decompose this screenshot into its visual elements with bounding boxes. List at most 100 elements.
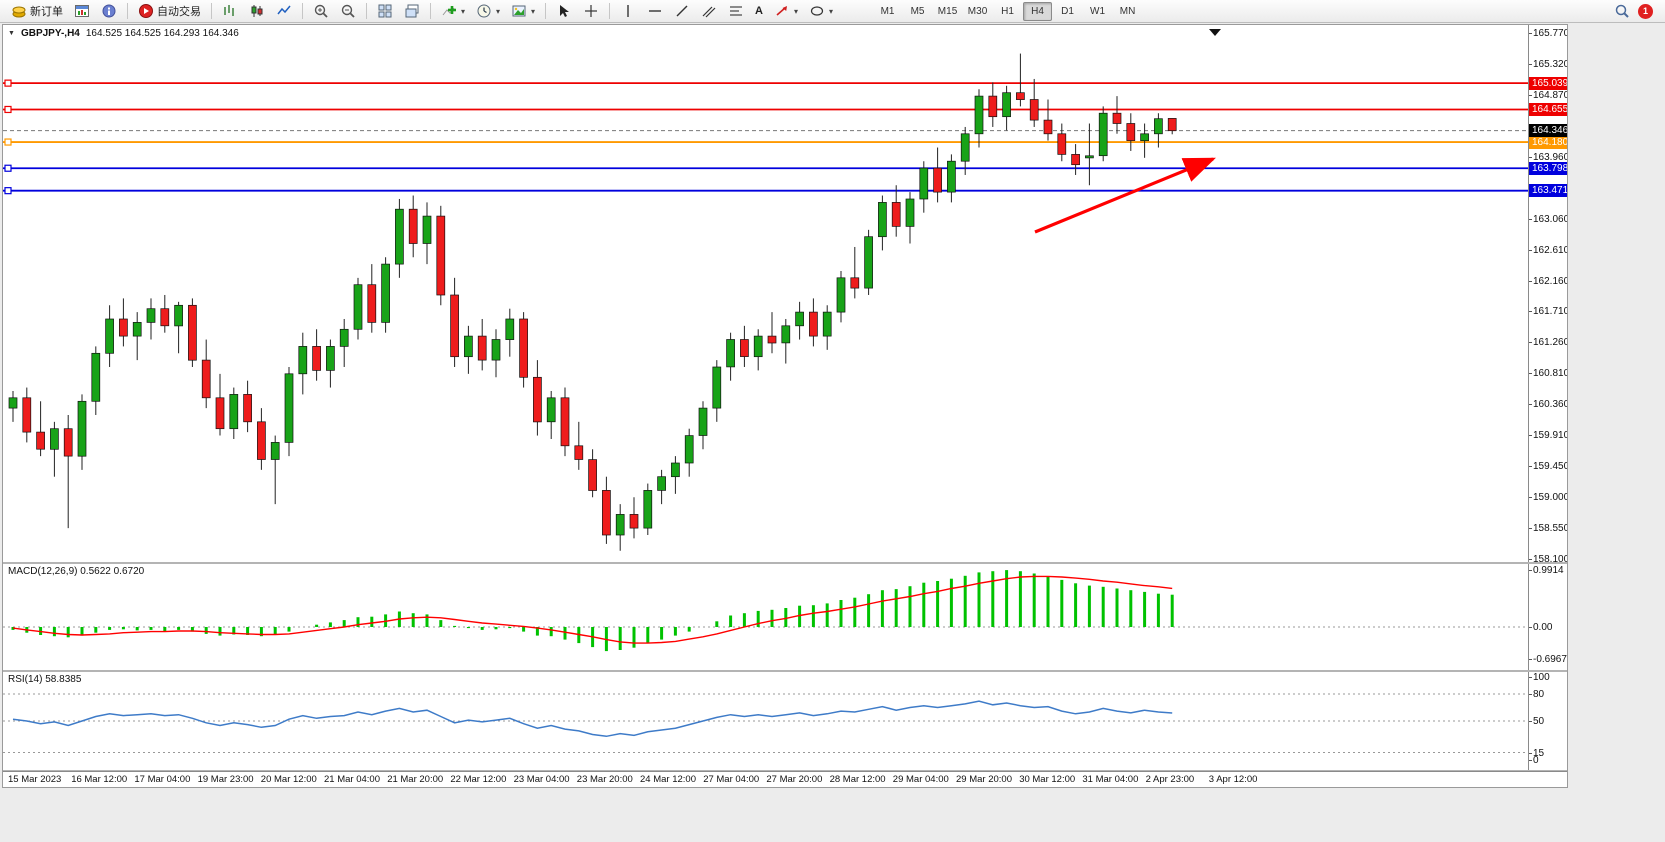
- dropdown-arrow-icon: ▾: [496, 6, 501, 16]
- ohlc-values-label: 164.525 164.525 164.293 164.346: [85, 28, 239, 39]
- time-label: 30 Mar 12:00: [1019, 774, 1076, 785]
- cascade-windows-button[interactable]: [399, 0, 425, 22]
- toolbar-separator: [430, 3, 431, 19]
- horizontal-line-tool-button[interactable]: [642, 0, 668, 22]
- shapes-tool-button[interactable]: ▾: [804, 0, 838, 22]
- arrow-object-icon: [774, 3, 790, 19]
- timeframe-button-h1[interactable]: H1: [1001, 5, 1014, 17]
- indicators-button[interactable]: ▾: [436, 0, 470, 22]
- time-label: 19 Mar 23:00: [197, 774, 254, 785]
- tile-windows-button[interactable]: [372, 0, 398, 22]
- price-tick-label: 159.450: [1533, 461, 1568, 473]
- time-label: 28 Mar 12:00: [829, 774, 886, 785]
- axis-tick-mark: [1529, 218, 1532, 220]
- cascade-windows-icon: [404, 3, 420, 19]
- symbol-period-label: GBPJPY-,H4: [20, 28, 80, 39]
- main-chart-pane[interactable]: 165.770 165.320 164.870 163.960 163.060 162.6…: [3, 25, 1568, 565]
- price-axis[interactable]: 165.770 165.320 164.870 163.960 163.060 162.6…: [1528, 25, 1568, 565]
- vertical-line-tool-button[interactable]: [615, 0, 641, 22]
- axis-tick-mark: [1529, 434, 1532, 436]
- axis-tick-mark: [1529, 280, 1532, 282]
- timeframe-button-d1[interactable]: D1: [1061, 5, 1074, 17]
- collapse-ohlc-icon[interactable]: ▼: [8, 30, 15, 37]
- timeframe-button-w1[interactable]: W1: [1090, 5, 1106, 17]
- pane-separator[interactable]: [3, 670, 1567, 672]
- axis-tick-mark: [1529, 752, 1532, 754]
- time-axis[interactable]: 15 Mar 2023 16 Mar 12:00 17 Mar 04:00 19 Ma…: [3, 771, 1567, 787]
- shapes-icon: [809, 3, 825, 19]
- dropdown-arrow-icon: ▾: [829, 6, 834, 16]
- time-label: 24 Mar 12:00: [640, 774, 696, 785]
- crosshair-icon: [583, 3, 599, 19]
- timeframe-button-m5[interactable]: M5: [910, 5, 925, 17]
- macd-chart-canvas[interactable]: [3, 564, 1529, 670]
- arrows-tool-button[interactable]: ▾: [769, 0, 803, 22]
- price-tick-label: 0.00: [1533, 622, 1553, 633]
- time-label: 17 Mar 04:00: [134, 774, 191, 785]
- market-watch-button[interactable]: [69, 0, 95, 22]
- axis-tick-mark: [1529, 659, 1532, 660]
- notification-badge[interactable]: 1: [1638, 3, 1653, 19]
- timeframe-buttons: M1 M5 M15 M30 H1 H4 D1 W1 MN: [873, 1, 1142, 21]
- candlestick-chart-canvas[interactable]: [3, 25, 1529, 562]
- line-chart-mode-button[interactable]: [271, 0, 297, 22]
- hline-price-label: 164.180: [1529, 135, 1567, 149]
- search-icon[interactable]: [1614, 3, 1630, 19]
- price-tick-label: 160.810: [1533, 368, 1568, 380]
- periods-button[interactable]: ▾: [471, 0, 505, 22]
- template-icon: [511, 3, 527, 19]
- axis-tick-mark: [1529, 627, 1532, 628]
- axis-tick-mark: [1529, 157, 1532, 159]
- zoom-in-button[interactable]: [308, 0, 334, 22]
- channel-tool-button[interactable]: [696, 0, 722, 22]
- axis-tick-mark: [1529, 249, 1532, 251]
- pane-separator[interactable]: [3, 562, 1567, 564]
- data-window-button[interactable]: [96, 0, 122, 22]
- equidistant-channel-icon: [701, 3, 717, 19]
- text-tool-icon: A: [755, 5, 763, 17]
- candlestick-mode-button[interactable]: [244, 0, 270, 22]
- dropdown-arrow-icon: ▾: [461, 6, 466, 16]
- macd-axis[interactable]: 0.9914 0.00 -0.6967: [1528, 564, 1567, 670]
- main-toolbar: 新订单 自动交易: [0, 0, 1665, 23]
- candlestick-icon: [249, 3, 265, 19]
- rsi-chart-canvas[interactable]: [3, 672, 1529, 770]
- timeframe-button-m30[interactable]: M30: [967, 5, 988, 17]
- bar-chart-mode-button[interactable]: [217, 0, 243, 22]
- timeframe-button-h4[interactable]: H4: [1023, 1, 1053, 21]
- clock-icon: [476, 3, 492, 19]
- cursor-tool-button[interactable]: [551, 0, 577, 22]
- hline-price-label: 163.798: [1529, 161, 1567, 175]
- auto-trading-button[interactable]: 自动交易: [133, 0, 206, 22]
- price-tick-label: 158.100: [1533, 554, 1568, 565]
- time-label: 21 Mar 20:00: [387, 774, 444, 785]
- timeframe-button-mn[interactable]: MN: [1119, 5, 1136, 17]
- axis-tick-mark: [1529, 466, 1532, 468]
- toolbar-separator: [127, 3, 128, 19]
- price-tick-label: 165.320: [1533, 58, 1568, 70]
- auto-trading-icon: [138, 3, 154, 19]
- zoom-in-icon: [313, 3, 329, 19]
- data-window-icon: [101, 3, 117, 19]
- axis-tick-mark: [1529, 94, 1532, 96]
- price-tick-label: 165.770: [1533, 28, 1568, 39]
- trendline-tool-button[interactable]: [669, 0, 695, 22]
- rsi-axis[interactable]: 100 80 50 15 0: [1528, 672, 1567, 770]
- line-chart-icon: [276, 3, 292, 19]
- price-tick-label: 162.160: [1533, 275, 1568, 287]
- axis-tick-mark: [1529, 570, 1532, 571]
- macd-indicator-pane[interactable]: 0.9914 0.00 -0.6967 MACD(12,26,9) 0.5622 0…: [3, 564, 1567, 670]
- price-tick-label: 15: [1533, 747, 1545, 759]
- chart-title: ▼ GBPJPY-,H4 164.525 164.525 164.293 164…: [8, 28, 239, 39]
- zoom-out-button[interactable]: [335, 0, 361, 22]
- templates-button[interactable]: ▾: [506, 0, 540, 22]
- rsi-label: RSI(14) 58.8385: [8, 674, 82, 685]
- price-tick-label: 159.910: [1533, 429, 1568, 441]
- rsi-indicator-pane[interactable]: 100 80 50 15 0 RSI(14) 58.8385: [3, 672, 1567, 770]
- fibonacci-tool-button[interactable]: [723, 0, 749, 22]
- crosshair-tool-button[interactable]: [578, 0, 604, 22]
- timeframe-button-m15[interactable]: M15: [937, 5, 958, 17]
- timeframe-button-m1[interactable]: M1: [880, 5, 895, 17]
- new-order-button[interactable]: 新订单: [6, 0, 68, 22]
- text-tool-button[interactable]: A: [750, 0, 768, 22]
